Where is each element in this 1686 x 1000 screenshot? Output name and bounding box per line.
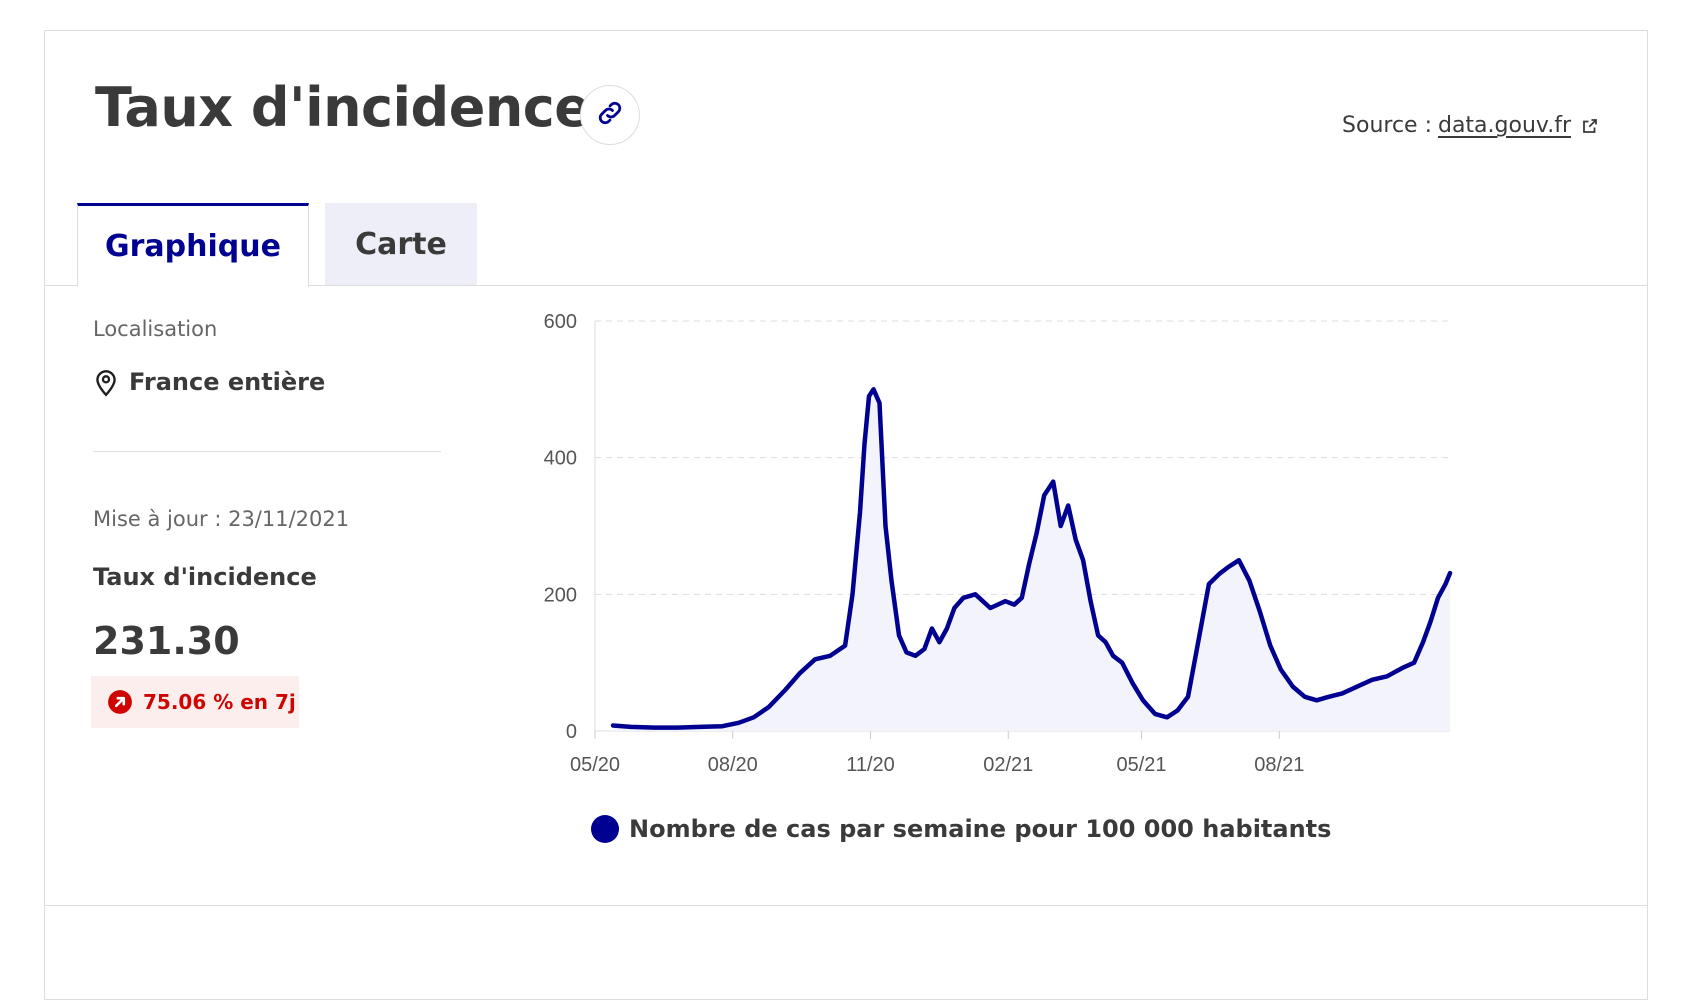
y-tick-label: 400 bbox=[544, 448, 577, 470]
chart-svg: 0 200 400 600 05/20 08/20 11/20 02/21 05/21 08/21 bbox=[544, 311, 1453, 776]
copy-link-button[interactable] bbox=[580, 85, 640, 145]
update-date: Mise à jour : 23/11/2021 bbox=[93, 507, 350, 531]
metric-label: Taux d'incidence bbox=[93, 563, 317, 591]
sidebar-divider bbox=[93, 451, 441, 452]
x-tick-label: 02/21 bbox=[983, 754, 1033, 776]
incidence-card: Taux d'incidence Source : data.gouv.fr G… bbox=[44, 30, 1648, 1000]
location-value: France entière bbox=[129, 368, 326, 396]
incidence-chart: 0 200 400 600 05/20 08/20 11/20 02/21 05/21 08/21 bbox=[525, 299, 1495, 899]
y-tick-label: 600 bbox=[544, 311, 577, 333]
y-tick-label: 0 bbox=[566, 721, 577, 743]
tab-carte[interactable]: Carte bbox=[325, 203, 477, 286]
tab-graphique[interactable]: Graphique bbox=[77, 203, 309, 287]
chart-legend[interactable]: Nombre de cas par semaine pour 100 000 h… bbox=[591, 815, 1331, 843]
x-tick-label: 11/20 bbox=[846, 754, 895, 776]
y-tick-label: 200 bbox=[544, 584, 577, 606]
x-tick-label: 05/21 bbox=[1117, 754, 1167, 776]
series-line bbox=[610, 387, 1453, 730]
page-title: Taux d'incidence bbox=[95, 76, 591, 139]
external-link-icon[interactable] bbox=[1581, 117, 1599, 135]
change-text: 75.06 % en 7j bbox=[143, 690, 296, 714]
legend-label: Nombre de cas par semaine pour 100 000 h… bbox=[629, 815, 1332, 843]
arrow-up-right-circle-icon bbox=[107, 689, 133, 715]
tabs-divider bbox=[45, 285, 1647, 286]
change-badge: 75.06 % en 7j bbox=[91, 676, 299, 728]
metric-value: 231.30 bbox=[93, 619, 240, 663]
link-icon bbox=[595, 98, 625, 132]
card-bottom-divider bbox=[45, 905, 1647, 906]
map-pin-icon bbox=[93, 367, 119, 397]
x-tick-label: 08/20 bbox=[708, 754, 758, 776]
location-row: France entière bbox=[93, 367, 325, 397]
source-link[interactable]: data.gouv.fr bbox=[1437, 113, 1571, 138]
location-label: Localisation bbox=[93, 317, 218, 341]
source-line: Source : data.gouv.fr bbox=[1342, 113, 1599, 138]
x-tick-label: 05/20 bbox=[570, 754, 620, 776]
legend-dot bbox=[591, 815, 619, 843]
x-tick-label: 08/21 bbox=[1254, 754, 1304, 776]
source-label: Source : bbox=[1342, 113, 1432, 138]
